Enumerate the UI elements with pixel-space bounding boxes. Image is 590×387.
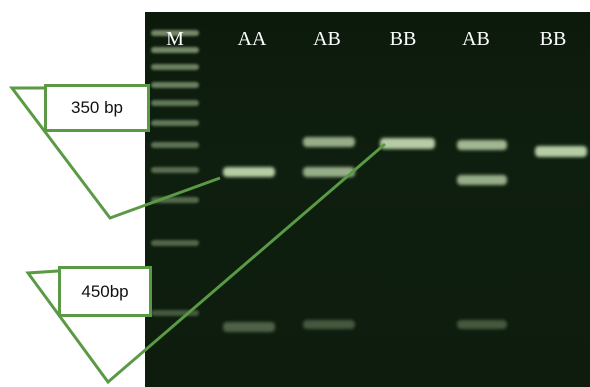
ladder-band: [151, 197, 199, 203]
ladder-band: [151, 167, 199, 173]
callout-350bp-label: 350 bp: [44, 84, 150, 132]
upper-callout-wedge: [8, 86, 221, 220]
lane-ab2-350bp-band: [457, 175, 507, 185]
lane-bb2-450bp-band: [535, 146, 587, 157]
lane-ab1-450bp-band: [303, 137, 355, 147]
lane-ab1-low-band: [303, 320, 355, 329]
lane-bb1-450bp-band: [380, 138, 435, 149]
lane-aa-350bp-band: [223, 167, 275, 177]
ladder-band: [151, 120, 199, 126]
ladder-band: [151, 64, 199, 70]
lane-label-bb-2: BB: [539, 28, 567, 50]
lane-label-ab-1: AB: [313, 28, 341, 50]
lane-label-aa: AA: [237, 28, 267, 50]
lower-callout-wedge: [25, 142, 386, 385]
ladder-band: [151, 310, 199, 316]
lane-label-ab-2: AB: [462, 28, 490, 50]
ladder-band: [151, 240, 199, 246]
callout-350bp-text: 350 bp: [71, 98, 123, 117]
ladder-band: [151, 30, 199, 36]
lane-label-m: M: [166, 28, 184, 50]
gel-image: [145, 12, 590, 387]
lane-label-bb-1: BB: [389, 28, 417, 50]
callout-450bp-text: 450bp: [81, 281, 129, 301]
callout-450bp-label: 450bp: [58, 266, 152, 317]
lane-aa-low-band: [223, 322, 275, 332]
lane-ab2-450bp-band: [457, 140, 507, 150]
lane-ab2-low-band: [457, 320, 507, 329]
ladder-band: [151, 82, 199, 88]
ladder-band: [151, 142, 199, 148]
ladder-band: [151, 47, 199, 53]
ladder-band: [151, 100, 199, 106]
lane-ab1-350bp-band: [303, 167, 355, 177]
